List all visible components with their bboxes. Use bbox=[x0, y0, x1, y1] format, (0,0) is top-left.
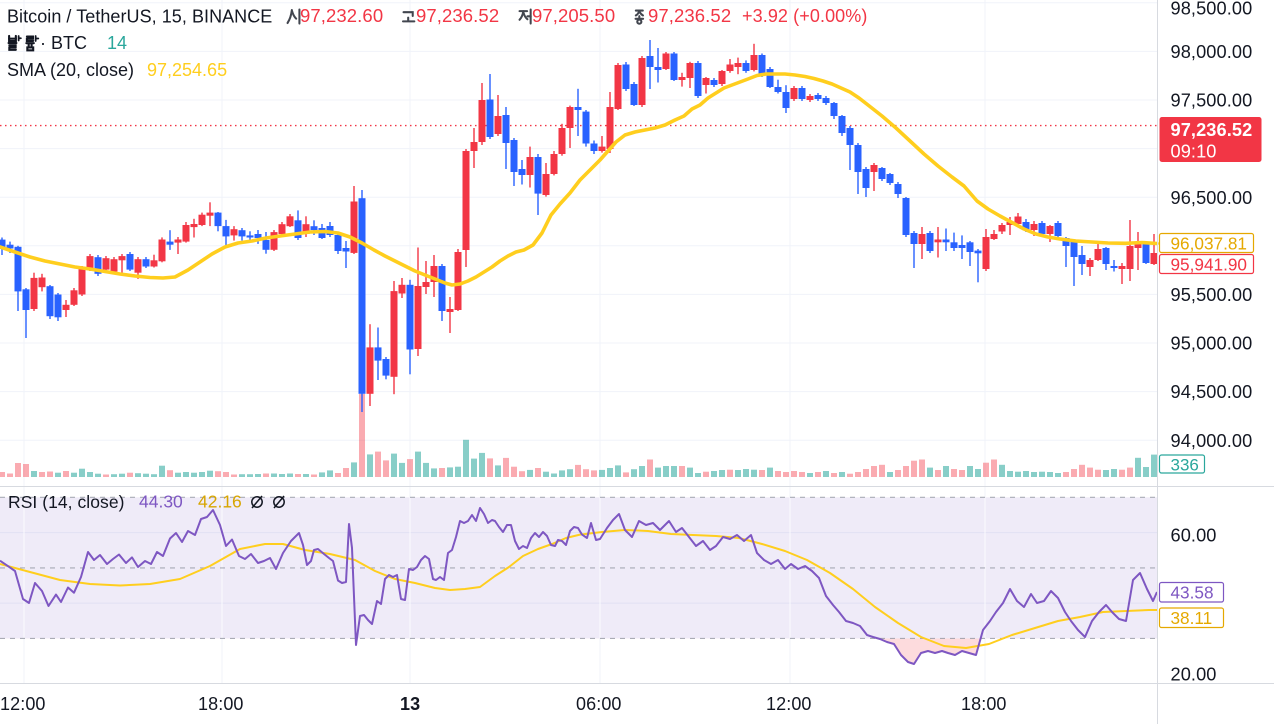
svg-text:98,500.00: 98,500.00 bbox=[1171, 0, 1253, 19]
svg-text:13: 13 bbox=[400, 694, 420, 714]
svg-text:95,000.00: 95,000.00 bbox=[1171, 334, 1253, 354]
svg-text:44.30: 44.30 bbox=[139, 492, 183, 512]
svg-text:95,500.00: 95,500.00 bbox=[1171, 285, 1253, 305]
svg-text:18:00: 18:00 bbox=[961, 694, 1007, 714]
svg-text:95,941.90: 95,941.90 bbox=[1171, 255, 1247, 275]
svg-text:12:00: 12:00 bbox=[0, 694, 46, 714]
svg-text:97,205.50: 97,205.50 bbox=[532, 5, 615, 26]
svg-text:18:00: 18:00 bbox=[198, 694, 244, 714]
svg-text:12:00: 12:00 bbox=[766, 694, 812, 714]
svg-text:97,236.52: 97,236.52 bbox=[648, 5, 731, 26]
svg-text:20.00: 20.00 bbox=[1171, 665, 1217, 685]
svg-text:Bitcoin / TetherUS, 15, BINANC: Bitcoin / TetherUS, 15, BINANCE bbox=[7, 6, 272, 26]
svg-text:· BTC: · BTC bbox=[40, 33, 87, 53]
svg-text:94,500.00: 94,500.00 bbox=[1171, 382, 1253, 402]
svg-text:97,500.00: 97,500.00 bbox=[1171, 91, 1253, 111]
svg-text:43.58: 43.58 bbox=[1171, 583, 1214, 603]
svg-text:97,254.65: 97,254.65 bbox=[147, 60, 227, 80]
svg-text:97,232.60: 97,232.60 bbox=[300, 5, 383, 26]
svg-text:98,000.00: 98,000.00 bbox=[1171, 42, 1253, 62]
svg-text:RSI (14, close): RSI (14, close) bbox=[8, 492, 124, 512]
svg-text:96,500.00: 96,500.00 bbox=[1171, 188, 1253, 208]
svg-text:94,000.00: 94,000.00 bbox=[1171, 431, 1253, 451]
svg-text:96,037.81: 96,037.81 bbox=[1171, 234, 1247, 254]
svg-text:42.16: 42.16 bbox=[198, 492, 242, 512]
svg-text:97,236.52: 97,236.52 bbox=[416, 5, 499, 26]
svg-text:06:00: 06:00 bbox=[576, 694, 622, 714]
svg-text:09:10: 09:10 bbox=[1171, 142, 1217, 162]
svg-text:336: 336 bbox=[1171, 455, 1199, 474]
svg-text:38.11: 38.11 bbox=[1171, 608, 1213, 628]
svg-text:14: 14 bbox=[107, 33, 127, 53]
svg-text:+3.92 (+0.00%): +3.92 (+0.00%) bbox=[742, 6, 867, 26]
svg-text:97,236.52: 97,236.52 bbox=[1171, 120, 1253, 140]
svg-text:SMA (20, close): SMA (20, close) bbox=[7, 60, 134, 80]
svg-text:60.00: 60.00 bbox=[1171, 526, 1217, 546]
